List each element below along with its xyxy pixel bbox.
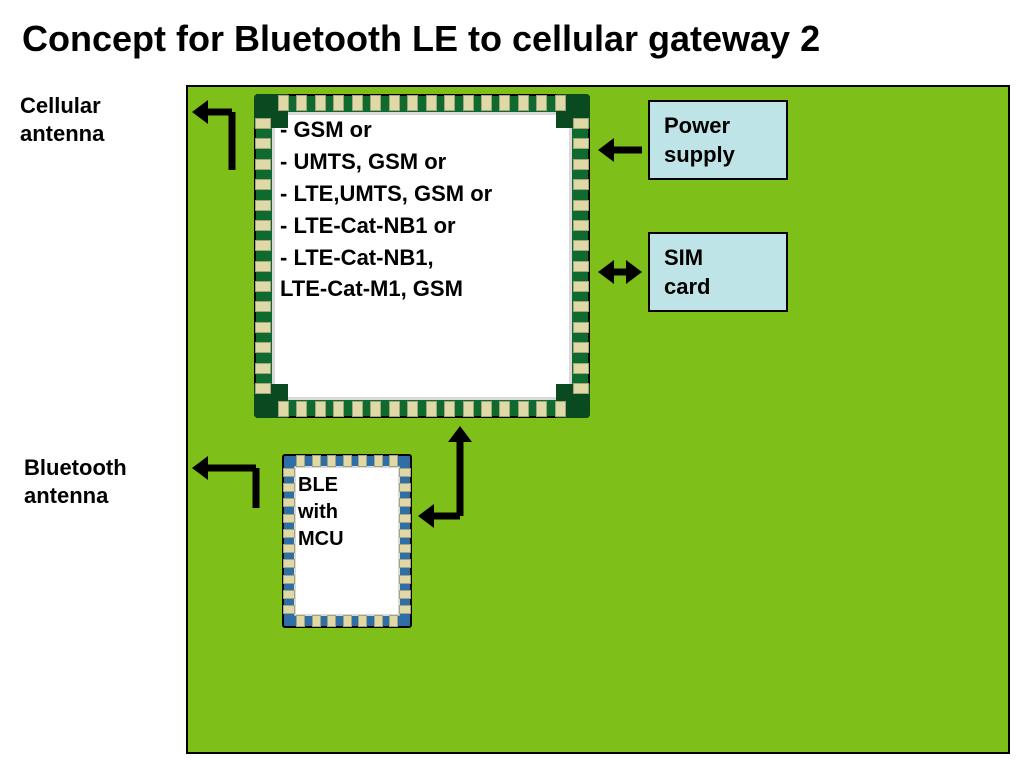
cellular-antenna-label: Cellular antenna [20, 92, 104, 147]
page-title: Concept for Bluetooth LE to cellular gat… [22, 18, 820, 60]
power-supply-box: Power supply [648, 100, 788, 180]
diagram-stage: Concept for Bluetooth LE to cellular gat… [0, 0, 1024, 768]
ble-chip-text: BLE with MCU [298, 472, 344, 553]
bluetooth-antenna-label: Bluetooth antenna [24, 454, 127, 509]
cellular-module-chip: - GSM or - UMTS, GSM or - LTE,UMTS, GSM … [254, 94, 590, 418]
sim-card-box: SIM card [648, 232, 788, 312]
ble-mcu-chip: BLE with MCU [282, 454, 412, 628]
cellular-chip-text: - GSM or - UMTS, GSM or - LTE,UMTS, GSM … [280, 114, 492, 305]
